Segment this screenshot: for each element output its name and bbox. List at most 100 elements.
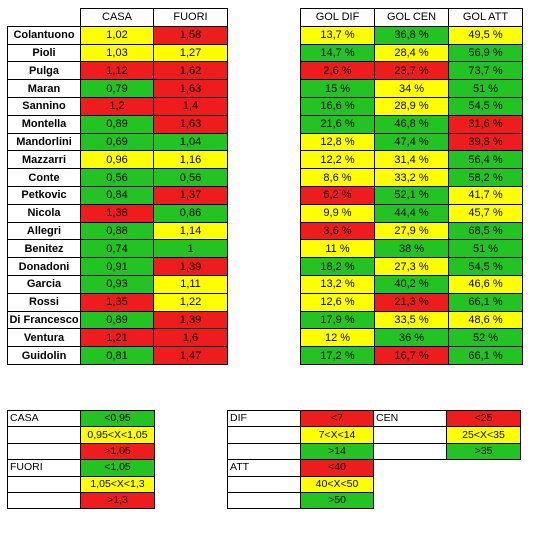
coach-name: Di Francesco bbox=[7, 310, 81, 330]
fuori-value: 0,56 bbox=[153, 168, 228, 187]
coach-name: Rossi bbox=[7, 292, 81, 312]
fuori-value: 1,39 bbox=[153, 310, 228, 330]
legend-range: <0,95 bbox=[80, 409, 155, 428]
gol-att-value: 66,1 % bbox=[448, 346, 523, 365]
header-fuori: FUORI bbox=[153, 8, 228, 27]
legend-row: CEN <25 bbox=[373, 409, 521, 428]
fuori-value: 1,22 bbox=[153, 292, 228, 312]
header-row: CASA FUORI bbox=[7, 8, 228, 27]
legend-row: DIF <7 bbox=[227, 409, 374, 428]
legend-label: CASA bbox=[7, 409, 81, 428]
gol-cen-value: 33,2 % bbox=[374, 168, 449, 187]
legend-row: 1,05<X<1,3 bbox=[7, 475, 155, 493]
table-row: Mazzarri 0,96 1,16 bbox=[7, 150, 228, 170]
gol-cen-value: 23,7 % bbox=[374, 61, 449, 81]
legend-label bbox=[227, 475, 301, 493]
fuori-value: 1,47 bbox=[153, 346, 228, 365]
gol-cen-value: 34 % bbox=[374, 79, 449, 98]
coach-name: Maran bbox=[7, 79, 81, 98]
gol-dif-value: 12,8 % bbox=[300, 132, 375, 152]
legend-row: >50 bbox=[227, 491, 374, 510]
legend-label bbox=[227, 426, 301, 444]
gol-att-value: 58,2 % bbox=[448, 168, 523, 187]
fuori-value: 1,37 bbox=[153, 185, 228, 205]
casa-value: 0,56 bbox=[80, 168, 154, 187]
gol-cen-value: 52,1 % bbox=[374, 185, 449, 205]
fuori-value: 1,27 bbox=[153, 43, 228, 63]
legend-row: 0,95<X<1,05 bbox=[7, 426, 155, 444]
coach-name: Donadoni bbox=[7, 257, 81, 276]
table-row: Allegri 0,88 1,14 bbox=[7, 221, 228, 241]
legend-label bbox=[373, 426, 447, 444]
casa-value: 1,38 bbox=[80, 203, 154, 223]
legend-label bbox=[7, 426, 81, 444]
gol-dif-value: 3,6 % bbox=[300, 221, 375, 241]
gol-cen-value: 33,5 % bbox=[374, 310, 449, 330]
table-row: Pioli 1,03 1,27 bbox=[7, 43, 228, 63]
corner-cell bbox=[7, 8, 81, 27]
legend-range: 40<X<50 bbox=[300, 475, 374, 493]
coach-name: Conte bbox=[7, 168, 81, 187]
gol-dif-value: 12 % bbox=[300, 328, 375, 348]
gol-cen-value: 28,4 % bbox=[374, 43, 449, 63]
coach-name: Guidolin bbox=[7, 346, 81, 365]
coach-name: Ventura bbox=[7, 328, 81, 348]
casa-value: 1,2 bbox=[80, 96, 154, 116]
legend-range: >1,3 bbox=[80, 491, 155, 510]
table-row: 13,2 % 40,2 % 46,6 % bbox=[300, 274, 523, 294]
table-row: 9,9 % 44,4 % 45,7 % bbox=[300, 203, 523, 223]
table-row: Sannino 1,2 1,4 bbox=[7, 96, 228, 116]
gol-cen-value: 27,9 % bbox=[374, 221, 449, 241]
fuori-value: 1,63 bbox=[153, 79, 228, 98]
table-row: 12,8 % 47,4 % 39,8 % bbox=[300, 132, 523, 152]
legend-dif-att: DIF <7 7<X<14 >14 ATT <40 40<X<50 >50 bbox=[227, 409, 374, 510]
gol-cen-value: 47,4 % bbox=[374, 132, 449, 152]
legend-range: <7 bbox=[300, 409, 374, 428]
table-row: 13,7 % 36,8 % 49,5 % bbox=[300, 25, 523, 45]
gol-table: GOL DIF GOL CEN GOL ATT 13,7 % 36,8 % 49,5… bbox=[300, 8, 523, 365]
gol-att-value: 51 % bbox=[448, 79, 523, 98]
legend-range: 0,95<X<1,05 bbox=[80, 426, 155, 444]
fuori-value: 1,14 bbox=[153, 221, 228, 241]
table-row: 3,6 % 27,9 % 68,5 % bbox=[300, 221, 523, 241]
table-row: Benitez 0,74 1 bbox=[7, 239, 228, 259]
table-row: 14,7 % 28,4 % 56,9 % bbox=[300, 43, 523, 63]
fuori-value: 1,11 bbox=[153, 274, 228, 294]
legend-row: 25<X<35 bbox=[373, 426, 521, 444]
gol-dif-value: 14,7 % bbox=[300, 43, 375, 63]
fuori-value: 1,4 bbox=[153, 96, 228, 116]
legend-row: 40<X<50 bbox=[227, 475, 374, 493]
gol-att-value: 68,5 % bbox=[448, 221, 523, 241]
header-row: GOL DIF GOL CEN GOL ATT bbox=[300, 8, 523, 27]
table-row: 12,2 % 31,4 % 56,4 % bbox=[300, 150, 523, 170]
legend-range: <1,05 bbox=[80, 459, 155, 477]
gol-att-value: 45,7 % bbox=[448, 203, 523, 223]
casa-value: 1,35 bbox=[80, 292, 154, 312]
table-row: Guidolin 0,81 1,47 bbox=[7, 346, 228, 365]
fuori-value: 1,16 bbox=[153, 150, 228, 170]
gol-dif-value: 12,6 % bbox=[300, 292, 375, 312]
gol-cen-value: 31,4 % bbox=[374, 150, 449, 170]
legend-label: ATT bbox=[227, 459, 301, 477]
header-gol-att: GOL ATT bbox=[448, 8, 523, 27]
legend-range: >1,05 bbox=[80, 442, 155, 461]
header-gol-cen: GOL CEN bbox=[374, 8, 449, 27]
gol-att-value: 39,8 % bbox=[448, 132, 523, 152]
gol-att-value: 41,7 % bbox=[448, 185, 523, 205]
table-row: 21,6 % 46,8 % 31,6 % bbox=[300, 114, 523, 134]
legend-label: CEN bbox=[373, 409, 447, 428]
gol-att-value: 54,5 % bbox=[448, 96, 523, 116]
gol-att-value: 66,1 % bbox=[448, 292, 523, 312]
legend-row: >35 bbox=[373, 442, 521, 461]
legend-range: <25 bbox=[446, 409, 521, 428]
casa-fuori-table: CASA FUORI Colantuono 1,02 1,58 Pioli 1,03 1,… bbox=[7, 8, 228, 365]
gol-dif-value: 13,2 % bbox=[300, 274, 375, 294]
table-row: 6,2 % 52,1 % 41,7 % bbox=[300, 185, 523, 205]
gol-dif-value: 11 % bbox=[300, 239, 375, 259]
legend-label bbox=[7, 442, 81, 461]
coach-name: Pulga bbox=[7, 61, 81, 81]
legend-label bbox=[227, 442, 301, 461]
gol-dif-value: 12,2 % bbox=[300, 150, 375, 170]
fuori-value: 1,6 bbox=[153, 328, 228, 348]
fuori-value: 1,39 bbox=[153, 257, 228, 276]
